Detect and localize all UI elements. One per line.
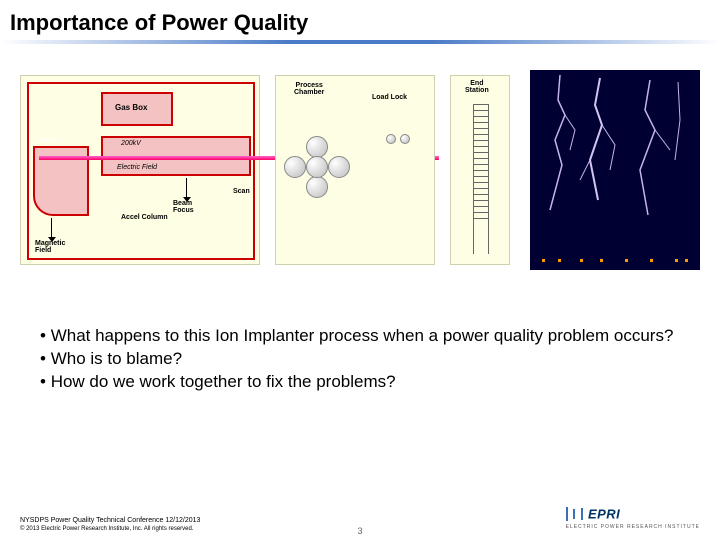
beam-focus-label: Beam Focus (173, 200, 194, 214)
gas-box-label: Gas Box (115, 103, 147, 112)
city-light-icon (685, 259, 688, 262)
lightning-photo (530, 70, 700, 270)
bullet-item: • Who is to blame? (40, 348, 680, 371)
scan-label: Scan (233, 188, 250, 195)
wafer-icon (306, 136, 328, 158)
wafer-icon (306, 176, 328, 198)
city-light-icon (580, 259, 583, 262)
logo-text: EPRI (588, 506, 620, 521)
page-number: 3 (357, 526, 362, 536)
bullet-text: How do we work together to fix the probl… (51, 372, 396, 391)
loadlock-dot (400, 134, 410, 144)
city-light-icon (542, 259, 545, 262)
accel-label: Accel Column (121, 214, 168, 221)
process-chamber-panel: Process Chamber Load Lock (275, 75, 435, 265)
diagram-area: Gas Box Plasma 200kV Electric Field Magn… (20, 70, 700, 300)
bullet-item: • How do we work together to fix the pro… (40, 371, 680, 394)
city-light-icon (650, 259, 653, 262)
city-light-icon (625, 259, 628, 262)
cassette-ladder (473, 104, 489, 254)
bullet-text: What happens to this Ion Implanter proce… (51, 326, 674, 345)
city-light-icon (675, 259, 678, 262)
logo-bar-icon (573, 509, 575, 519)
bullet-item: • What happens to this Ion Implanter pro… (40, 325, 680, 348)
logo-bar-icon (566, 507, 568, 521)
logo-bar-icon (581, 508, 583, 520)
logo-subtitle: ELECTRIC POWER RESEARCH INSTITUTE (566, 524, 700, 530)
end-station-panel: End Station (450, 75, 510, 265)
ion-source-panel: Gas Box Plasma 200kV Electric Field Magn… (20, 75, 260, 265)
efield-label: Electric Field (117, 164, 157, 171)
load-lock-label: Load Lock (372, 94, 407, 101)
city-light-icon (600, 259, 603, 262)
arrow-magnetic (51, 218, 52, 238)
process-chamber-label: Process Chamber (294, 82, 324, 96)
title-underline (0, 40, 720, 44)
epri-logo: EPRI ELECTRIC POWER RESEARCH INSTITUTE (566, 505, 700, 530)
plasma-label: Plasma (37, 138, 60, 145)
bullet-list: • What happens to this Ion Implanter pro… (40, 325, 680, 394)
wafer-icon (306, 156, 328, 178)
wafer-icon (284, 156, 306, 178)
lightning-bolts-icon (530, 70, 700, 270)
loadlock-dot (386, 134, 396, 144)
magnetic-field-label: Magnetic Field (35, 240, 65, 254)
end-station-label: End Station (465, 80, 489, 94)
wafer-icon (328, 156, 350, 178)
voltage-label: 200kV (121, 140, 141, 147)
slide-title: Importance of Power Quality (10, 10, 710, 36)
arrow-beam (186, 178, 187, 198)
title-bar: Importance of Power Quality (10, 10, 710, 44)
city-light-icon (558, 259, 561, 262)
bullet-text: Who is to blame? (51, 349, 182, 368)
